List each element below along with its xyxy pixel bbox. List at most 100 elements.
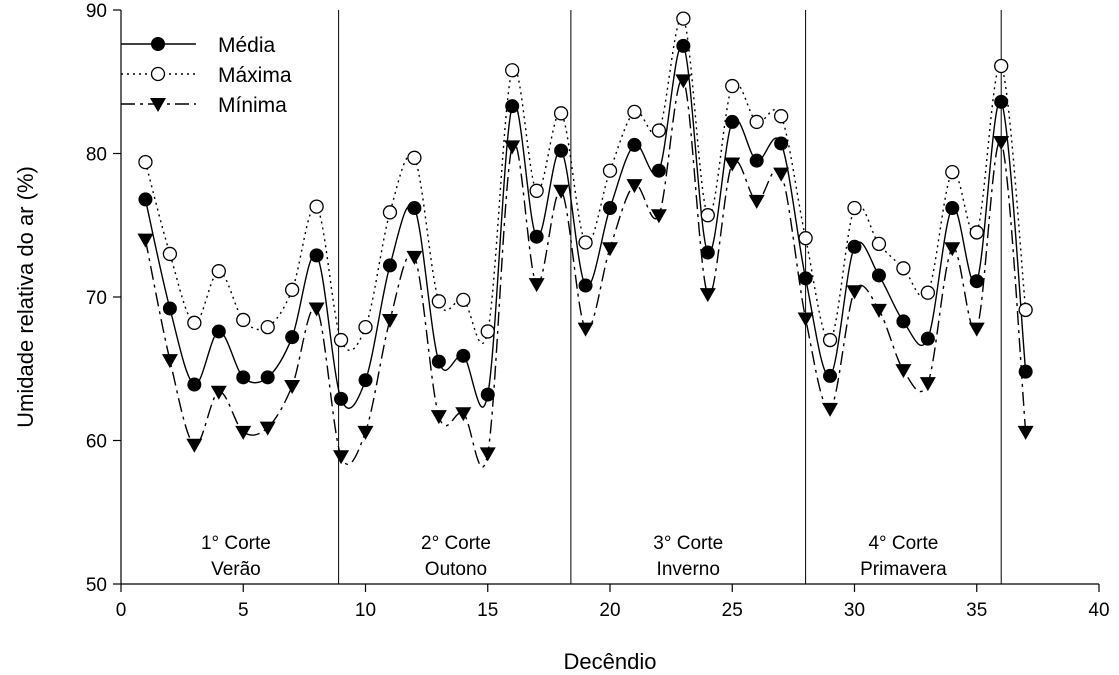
data-point-s1-23 [700, 208, 715, 223]
data-point-s2-19 [602, 242, 618, 257]
data-point-s1-21 [651, 123, 667, 138]
data-point-s0-20 [627, 137, 642, 152]
data-point-s2-36 [1017, 425, 1034, 440]
period-label-1-line2: Outono [425, 559, 487, 580]
data-point-s2-23 [699, 288, 716, 303]
data-point-s2-5 [259, 421, 276, 436]
data-point-s2-8 [333, 450, 350, 465]
data-point-s2-20 [626, 179, 643, 194]
y-tick-label: 60 [86, 432, 107, 453]
series-markers [137, 11, 1034, 465]
data-point-s0-10 [382, 258, 397, 273]
x-tick-label: 35 [966, 600, 987, 621]
data-point-s0-5 [260, 370, 275, 385]
data-point-s0-30 [871, 268, 886, 283]
legend-label-1: Máxima [218, 64, 292, 87]
x-tick-label: 0 [116, 600, 127, 621]
data-point-s2-1 [161, 354, 178, 369]
data-point-s1-28 [822, 332, 838, 348]
data-point-s0-28 [823, 368, 838, 383]
data-point-s0-27 [798, 271, 813, 286]
data-point-s1-26 [774, 109, 789, 124]
data-point-s0-35 [994, 94, 1009, 109]
data-point-s2-4 [235, 425, 252, 440]
data-point-s2-26 [773, 167, 790, 182]
data-point-s1-34 [969, 225, 984, 240]
y-tick-label: 50 [86, 575, 107, 596]
data-point-s2-27 [797, 312, 814, 327]
y-tick-label: 90 [86, 1, 107, 22]
data-point-s2-25 [748, 194, 765, 209]
period-label-3-line2: Primavera [860, 559, 947, 580]
data-point-s0-31 [896, 314, 911, 329]
data-point-s2-29 [846, 285, 863, 300]
data-point-s2-12 [430, 410, 447, 425]
data-point-s2-2 [186, 438, 203, 453]
data-point-s0-15 [505, 99, 520, 114]
data-point-s2-3 [210, 385, 227, 400]
data-point-s0-6 [285, 330, 300, 345]
data-point-s1-24 [725, 78, 740, 94]
data-point-s2-16 [528, 278, 545, 293]
legend: Média Máxima Mínima [121, 34, 292, 117]
data-point-s1-1 [162, 246, 178, 262]
data-point-s2-15 [504, 140, 521, 155]
data-point-s2-32 [919, 377, 936, 392]
data-point-s0-25 [749, 153, 764, 168]
data-point-s1-4 [236, 312, 251, 328]
data-point-s2-11 [406, 250, 423, 265]
data-point-s2-9 [357, 425, 374, 440]
data-point-s1-15 [505, 63, 520, 78]
data-point-s1-19 [602, 163, 618, 178]
data-point-s0-17 [554, 143, 569, 158]
data-point-s0-18 [578, 278, 593, 293]
data-point-s0-26 [774, 136, 789, 151]
period-label-2-line2: Inverno [657, 559, 720, 580]
x-tick-label: 40 [1088, 600, 1109, 621]
data-point-s2-35 [993, 136, 1010, 151]
data-point-s1-30 [871, 236, 887, 252]
data-point-s0-32 [920, 331, 935, 346]
data-point-s0-36 [1018, 364, 1033, 379]
x-tick-label: 20 [599, 600, 620, 621]
data-point-s1-6 [284, 282, 300, 297]
period-label-2-line1: 3° Corte [653, 533, 723, 554]
data-point-s1-35 [994, 58, 1009, 74]
data-point-s2-0 [137, 233, 154, 248]
data-point-s1-31 [896, 261, 911, 276]
data-point-s0-34 [969, 274, 984, 289]
data-point-s1-14 [480, 324, 495, 339]
data-point-s1-17 [553, 106, 569, 121]
x-axis-label: Decêndio [564, 649, 657, 674]
y-axis-label: Umidade relativa do ar (%) [13, 166, 38, 428]
axis-ticks: 0 5 10 15 20 25 30 35 40 50 60 70 80 90 [86, 1, 1110, 621]
data-point-s1-18 [578, 235, 593, 250]
x-tick-label: 30 [844, 600, 865, 621]
data-point-s1-5 [260, 319, 275, 335]
data-point-s1-22 [676, 11, 691, 26]
data-point-s0-7 [309, 248, 324, 263]
legend-marker-1 [150, 66, 166, 82]
data-point-s1-7 [309, 199, 324, 214]
data-point-s0-8 [334, 391, 349, 406]
data-point-s1-27 [798, 231, 813, 246]
data-point-s2-7 [308, 302, 325, 317]
data-point-s2-17 [553, 184, 570, 199]
data-point-s2-28 [822, 402, 839, 417]
data-point-s1-12 [431, 294, 447, 309]
data-point-s2-24 [724, 157, 741, 172]
data-point-s1-36 [1018, 302, 1033, 318]
period-label-0-line1: 1° Corte [201, 533, 271, 554]
data-point-s0-9 [358, 373, 373, 388]
data-point-s2-6 [284, 379, 301, 394]
data-point-s0-16 [529, 229, 544, 244]
data-point-s2-34 [968, 322, 985, 337]
data-point-s0-19 [603, 201, 617, 216]
data-point-s0-4 [236, 370, 251, 385]
data-point-s1-29 [847, 200, 862, 216]
data-point-s1-13 [456, 292, 471, 308]
data-point-s0-23 [700, 245, 715, 260]
legend-label-2: Mínima [218, 94, 287, 117]
data-point-s1-16 [529, 183, 544, 198]
x-tick-label: 25 [722, 600, 743, 621]
